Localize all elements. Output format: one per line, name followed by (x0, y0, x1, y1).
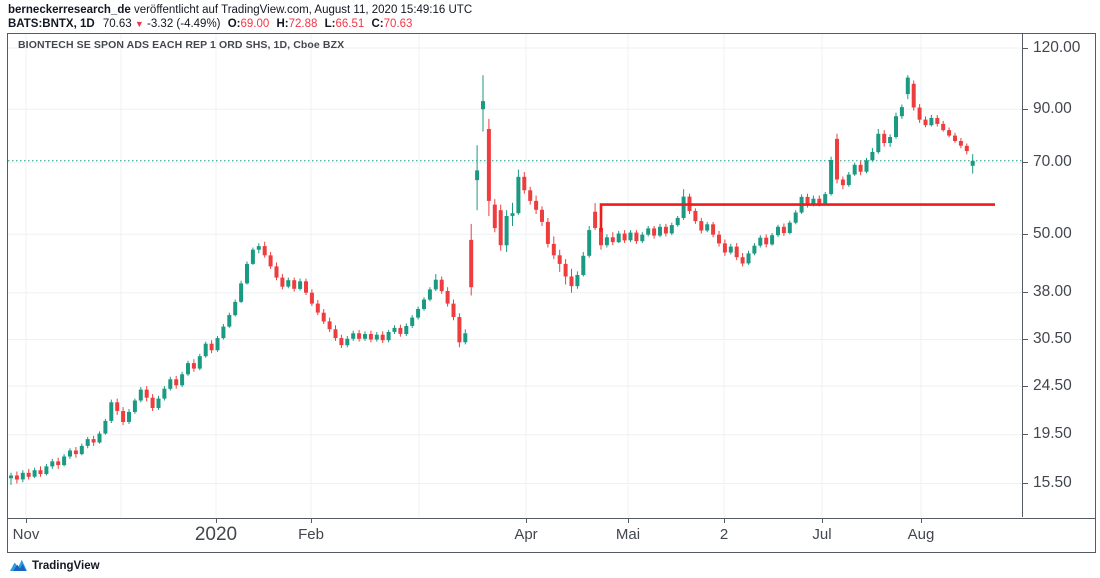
price-tick-mark (1023, 483, 1028, 484)
snapshot-byline: berneckerresearch_de veröffentlicht auf … (8, 3, 472, 17)
price-axis-label: 19.50 (1033, 425, 1072, 442)
chart-legend-title: BIONTECH SE SPON ADS EACH REP 1 ORD SHS,… (18, 39, 345, 51)
time-axis-label: Mai (615, 526, 641, 543)
price-axis-label: 24.50 (1033, 377, 1072, 394)
low-value: 66.51 (335, 18, 365, 30)
price-axis-label: 38.00 (1033, 283, 1072, 300)
price-tick-mark (1023, 162, 1028, 163)
symbol-interval: BATS:BNTX, 1D (8, 18, 95, 30)
resistance-trendline[interactable] (599, 203, 995, 232)
candlestick-canvas[interactable] (8, 34, 1022, 517)
tradingview-logo-icon (10, 559, 27, 571)
time-axis[interactable]: Nov 2020 Feb Apr Mai 2 Jul Aug (8, 518, 1095, 552)
tradingview-brand-text: TradingView (32, 559, 100, 572)
time-axis-label: Jul (812, 526, 832, 543)
username: berneckerresearch_de (8, 4, 131, 16)
candles-layer (9, 75, 975, 485)
chart-widget: BIONTECH SE SPON ADS EACH REP 1 ORD SHS,… (7, 33, 1096, 553)
price-tick-mark (1023, 434, 1028, 435)
price-tick-mark (1023, 234, 1028, 235)
open-value: 69.00 (240, 18, 270, 30)
open-label: O: (227, 18, 241, 30)
published-text: veröffentlicht auf TradingView.com, Augu… (130, 4, 473, 16)
time-tick-mark (526, 519, 527, 523)
price-axis-label: 30.50 (1033, 330, 1072, 347)
time-axis-label: Aug (907, 526, 935, 543)
price-tick-mark (1023, 292, 1028, 293)
time-axis-label: Nov (12, 526, 40, 543)
price-axis-label: 15.50 (1033, 474, 1072, 491)
price-tick-mark (1023, 386, 1028, 387)
close-value: 70.63 (383, 18, 413, 30)
price-axis-label: 120.00 (1033, 39, 1081, 56)
price-axis-label: 90.00 (1033, 100, 1072, 117)
time-tick-mark (921, 519, 922, 523)
price-axis-label: 50.00 (1033, 225, 1072, 242)
price-tick-mark (1023, 109, 1028, 110)
symbol-ohlc-bar: BATS:BNTX, 1D 70.63 ▼ -3.32 (-4.49%) O:6… (8, 17, 412, 31)
price-axis[interactable]: 120.00 90.00 70.00 50.00 38.00 30.50 24.50 19.5… (1023, 34, 1094, 517)
time-axis-label: 2020 (194, 524, 238, 545)
time-tick-mark (724, 519, 725, 523)
price-axis-label: 70.00 (1033, 153, 1072, 170)
time-axis-label: Feb (298, 526, 324, 543)
price-tick-mark (1023, 339, 1028, 340)
high-label: H: (276, 18, 289, 30)
time-tick-mark (26, 519, 27, 523)
time-tick-mark (216, 519, 217, 523)
price-change: -3.32 (-4.49%) (147, 18, 221, 30)
price-tick-mark (1023, 48, 1028, 49)
time-axis-label: 2 (719, 526, 729, 543)
close-label: C: (371, 18, 384, 30)
gridlines (8, 34, 1022, 517)
down-triangle-icon: ▼ (134, 19, 144, 29)
high-value: 72.88 (288, 18, 318, 30)
low-label: L: (324, 18, 336, 30)
time-tick-mark (311, 519, 312, 523)
tradingview-attribution[interactable]: TradingView (10, 559, 100, 572)
last-price: 70.63 (102, 18, 132, 30)
time-tick-mark (628, 519, 629, 523)
time-tick-mark (822, 519, 823, 523)
time-axis-label: Apr (514, 526, 538, 543)
chart-plot-area[interactable]: BIONTECH SE SPON ADS EACH REP 1 ORD SHS,… (8, 34, 1023, 517)
